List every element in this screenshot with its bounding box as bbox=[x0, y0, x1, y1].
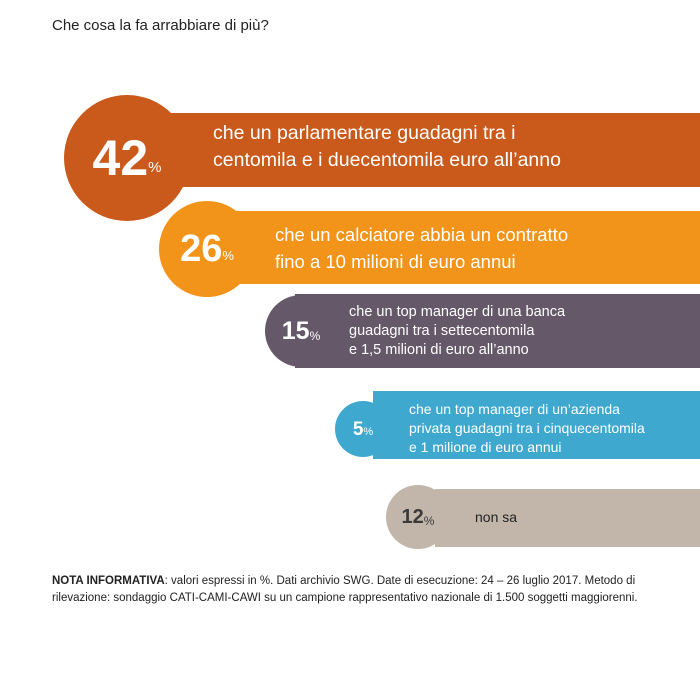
footnote: NOTA INFORMATIVA: valori espressi in %. … bbox=[52, 573, 672, 607]
bar-3 bbox=[295, 294, 700, 368]
value-circle-5: 12% bbox=[386, 485, 450, 549]
value-circle-1: 42% bbox=[64, 95, 190, 221]
value-label: 42 bbox=[92, 130, 149, 186]
chart-title: Che cosa la fa arrabbiare di più? bbox=[52, 17, 269, 34]
category-label-line: che un top manager di un’azienda bbox=[409, 401, 620, 417]
value-label: 15 bbox=[281, 316, 310, 345]
percent-sign: % bbox=[363, 426, 374, 438]
category-label-line: privata guadagni tra i cinquecentomila bbox=[409, 420, 645, 436]
category-label-3: che un top manager di una banca guadagni … bbox=[349, 303, 565, 360]
bar-2 bbox=[220, 211, 700, 284]
value-circle-3: 15% bbox=[265, 295, 337, 367]
category-label-line: che un calciatore abbia un contratto bbox=[275, 224, 569, 245]
percent-sign: % bbox=[148, 158, 162, 176]
footnote-label: NOTA INFORMATIVA bbox=[52, 575, 165, 587]
bar-4 bbox=[373, 391, 700, 459]
category-label-5: non sa bbox=[475, 508, 517, 527]
category-label-1: che un parlamentare guadagni tra i centom… bbox=[213, 120, 561, 174]
category-label-line: non sa bbox=[475, 509, 518, 525]
value-circle-4: 5% bbox=[335, 401, 391, 457]
category-label-line: che un parlamentare guadagni tra i bbox=[213, 122, 516, 144]
category-label-line: fino a 10 milioni di euro annui bbox=[275, 251, 516, 272]
value-label: 26 bbox=[180, 228, 223, 270]
category-label-4: che un top manager di un’azienda privata … bbox=[409, 400, 645, 457]
value-label: 5 bbox=[352, 418, 364, 440]
category-label-line: guadagni tra i settecentomila bbox=[349, 323, 535, 339]
category-label-line: centomila e i duecentomila euro all’anno bbox=[213, 149, 561, 171]
category-label-line: e 1,5 milioni di euro all’anno bbox=[349, 342, 529, 358]
bar-5 bbox=[435, 489, 700, 547]
value-label: 12 bbox=[401, 506, 424, 528]
percent-sign: % bbox=[423, 513, 435, 528]
value-circle-2: 26% bbox=[159, 201, 255, 297]
footnote-text: : valori espressi in %. Dati archivio SW… bbox=[52, 575, 638, 604]
category-label-2: che un calciatore abbia un contratto fino… bbox=[275, 221, 568, 275]
category-label-line: che un top manager di una banca bbox=[349, 304, 566, 320]
bar-1 bbox=[150, 113, 700, 187]
category-label-line: e 1 milione di euro annui bbox=[409, 439, 562, 455]
percent-sign: % bbox=[309, 328, 321, 343]
percent-sign: % bbox=[222, 248, 234, 263]
